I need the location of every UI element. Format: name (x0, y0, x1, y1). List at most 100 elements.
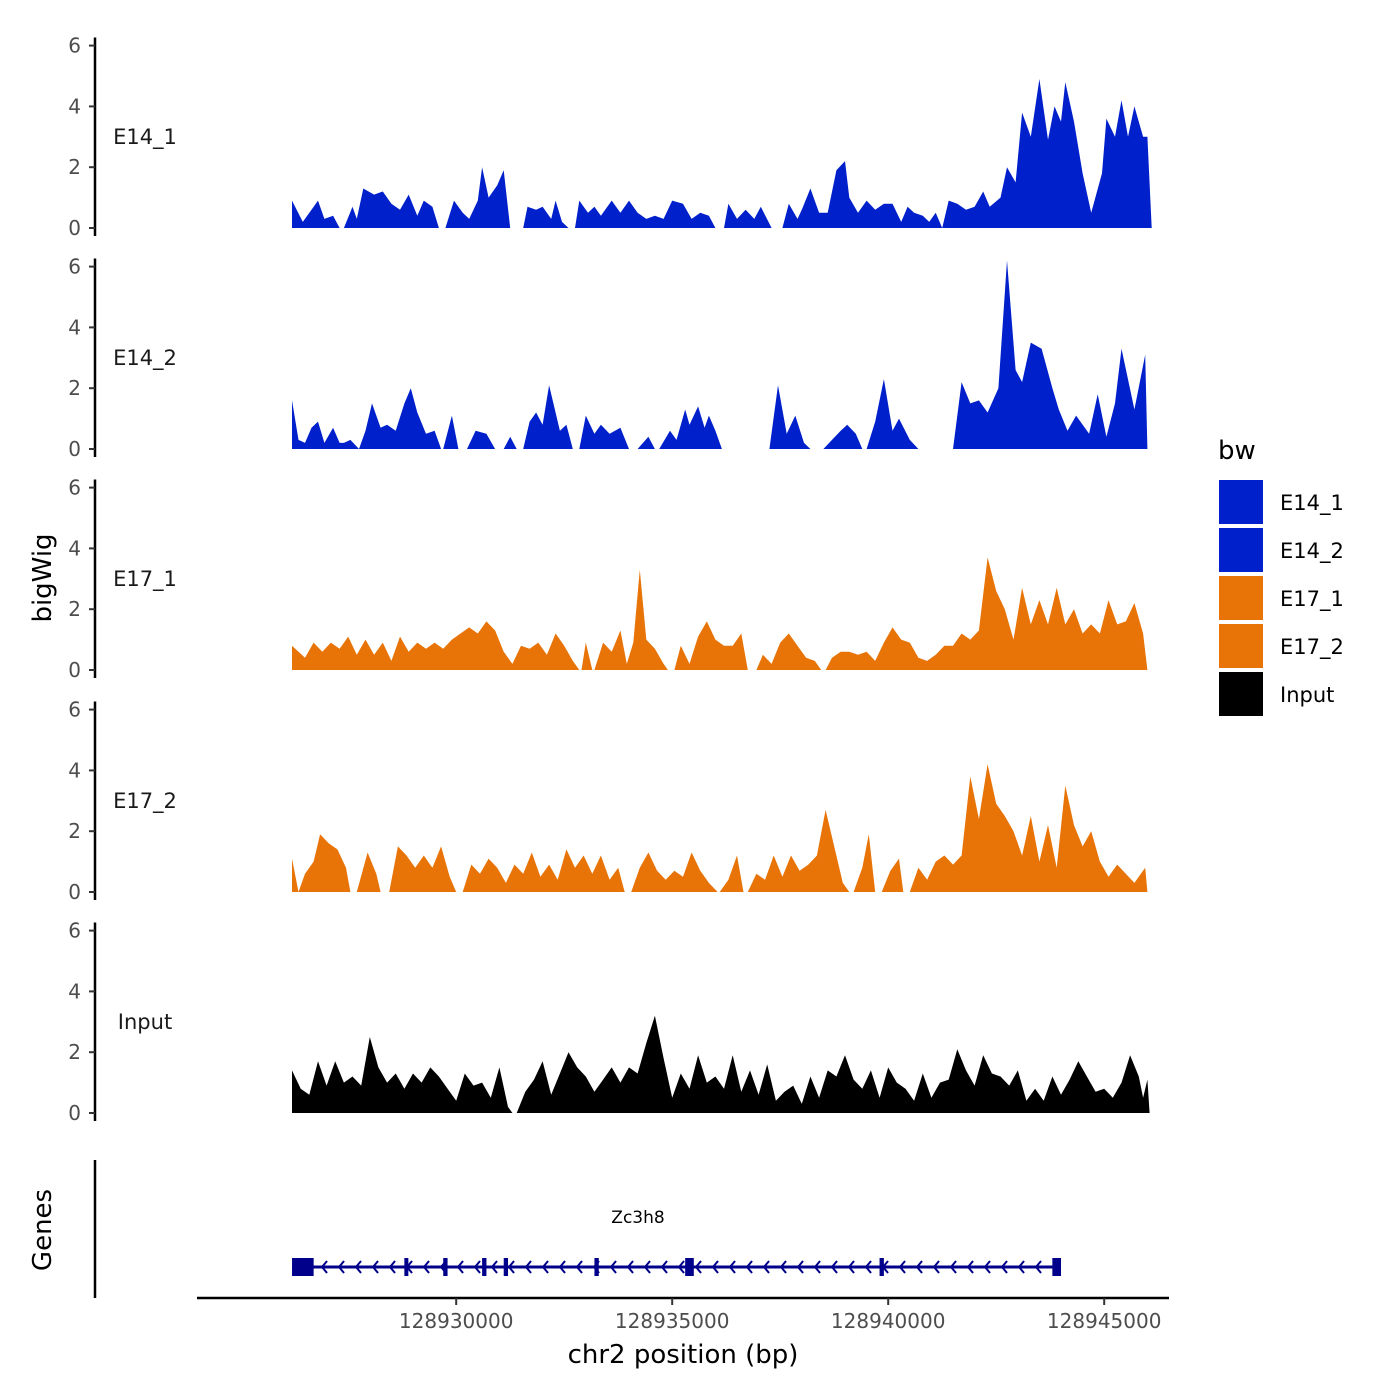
legend-label: E17_1 (1280, 587, 1344, 612)
strand-arrow (932, 1260, 940, 1274)
strand-arrow (490, 1260, 498, 1274)
gene-exon (594, 1258, 599, 1276)
strand-arrow (847, 1260, 855, 1274)
strand-arrow (949, 1260, 957, 1274)
legend-item: E17_1 (1219, 576, 1344, 620)
legend-item: E17_2 (1219, 624, 1344, 668)
gene-exon (879, 1258, 884, 1276)
y-tick-label: 0 (68, 216, 81, 240)
gene-name-label: Zc3h8 (611, 1208, 664, 1228)
y-tick-label: 6 (68, 255, 81, 279)
y-tick-label: 4 (68, 315, 81, 339)
legend-item: E14_1 (1219, 480, 1344, 524)
strand-arrow (898, 1260, 906, 1274)
legend-swatch (1219, 576, 1263, 620)
gene-exon (503, 1258, 509, 1276)
track-panel-e17_2: 0 2 4 6 E17_2 (68, 698, 1148, 904)
gene-exon (292, 1258, 314, 1276)
legend: bw E14_1 E14_2 E17_1 E17_2 Input (1218, 436, 1344, 716)
coverage-area-e14_2 (292, 260, 1148, 449)
strand-arrow (864, 1260, 872, 1274)
track-label: E14_2 (113, 346, 177, 371)
gene-exon (685, 1258, 694, 1276)
track-panel-e14_2: 0 2 4 6 E14_2 (68, 255, 1148, 461)
legend-title: bw (1218, 436, 1256, 466)
y-tick-label: 2 (68, 155, 81, 179)
strand-arrow (558, 1260, 566, 1274)
strand-arrow (541, 1260, 549, 1274)
y-tick-label: 6 (68, 919, 81, 943)
y-tick-label: 4 (68, 979, 81, 1003)
strand-arrow (388, 1260, 396, 1274)
strand-arrow (813, 1260, 821, 1274)
gene-exon (443, 1258, 448, 1276)
legend-item: Input (1219, 672, 1334, 716)
track-label: E14_1 (113, 125, 177, 150)
strand-arrow (694, 1260, 702, 1274)
gene-exon (1052, 1258, 1061, 1276)
y-tick-label: 6 (68, 698, 81, 722)
strand-arrow (779, 1260, 787, 1274)
genes-panel-label: Genes (28, 1189, 58, 1271)
legend-label: E14_1 (1280, 491, 1344, 516)
legend-label: Input (1280, 683, 1334, 707)
y-tick-label: 0 (68, 880, 81, 904)
track-panel-e17_1: 0 2 4 6 E17_1 (68, 476, 1148, 682)
strand-arrow (422, 1260, 430, 1274)
y-tick-label: 2 (68, 597, 81, 621)
legend-swatch (1219, 480, 1263, 524)
y-tick-label: 4 (68, 94, 81, 118)
strand-arrow (337, 1260, 345, 1274)
track-label: E17_2 (113, 789, 177, 814)
strand-arrow (660, 1260, 668, 1274)
strand-arrow (1000, 1260, 1008, 1274)
strand-arrow (796, 1260, 804, 1274)
legend-swatch (1219, 672, 1263, 716)
strand-arrow (575, 1260, 583, 1274)
y-tick-label: 0 (68, 658, 81, 682)
strand-arrow (371, 1260, 379, 1274)
legend-swatch (1219, 528, 1263, 572)
track-label: Input (118, 1010, 172, 1034)
strand-arrow (728, 1260, 736, 1274)
strand-arrow (1017, 1260, 1025, 1274)
y-tick-label: 2 (68, 1040, 81, 1064)
gene-exon (482, 1258, 487, 1276)
y-tick-label: 4 (68, 758, 81, 782)
y-tick-label: 0 (68, 1101, 81, 1125)
strand-arrow (507, 1260, 515, 1274)
legend-label: E14_2 (1280, 539, 1344, 564)
y-tick-label: 6 (68, 34, 81, 58)
track-panels: 0 2 4 6 E14_1 0 2 4 6 E14_2 0 2 4 6 E17_1 0 2 4 6 E17_2 0 2 4 6… (68, 34, 1152, 1125)
coverage-area-e17_2 (292, 764, 1148, 892)
x-tick-label: 128940000 (831, 1309, 946, 1333)
genes-panel: Genes Zc3h8 (28, 1160, 1061, 1298)
strand-arrow (983, 1260, 991, 1274)
x-tick-label: 128930000 (399, 1309, 514, 1333)
strand-arrow (677, 1260, 685, 1274)
legend-label: E17_2 (1280, 635, 1344, 660)
track-panel-e14_1: 0 2 4 6 E14_1 (68, 34, 1152, 240)
legend-item: E14_2 (1219, 528, 1344, 572)
strand-arrow (609, 1260, 617, 1274)
gene-exon (404, 1258, 409, 1276)
strand-arrow (643, 1260, 651, 1274)
coverage-area-e17_1 (292, 557, 1148, 670)
y-tick-label: 0 (68, 437, 81, 461)
strand-arrow (830, 1260, 838, 1274)
y-tick-label: 4 (68, 536, 81, 560)
y-axis-title: bigWig (28, 533, 58, 622)
y-tick-label: 2 (68, 376, 81, 400)
strand-arrow (1034, 1260, 1042, 1274)
strand-arrow (626, 1260, 634, 1274)
y-tick-label: 2 (68, 819, 81, 843)
coverage-area-input (292, 1015, 1150, 1113)
strand-arrow (966, 1260, 974, 1274)
strand-arrow (456, 1260, 464, 1274)
track-label: E17_1 (113, 567, 177, 592)
x-tick-label: 128935000 (615, 1309, 730, 1333)
coverage-area-e14_1 (292, 79, 1152, 228)
track-panel-input: 0 2 4 6 Input (68, 919, 1150, 1125)
